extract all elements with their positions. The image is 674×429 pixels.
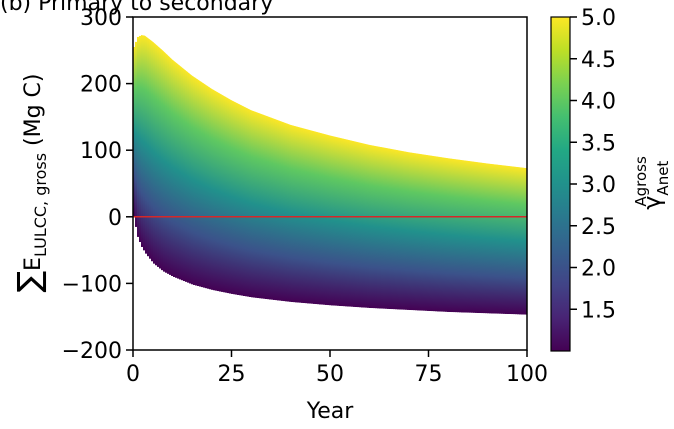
x-tick-label: 75 (415, 362, 443, 387)
x-tick-label: 25 (218, 362, 246, 387)
colorbar-ticks: 1.5 2.0 2.5 3.0 3.5 4.0 4.5 5.0 (570, 6, 616, 323)
summation-symbol: ∑ (10, 271, 48, 293)
y-tick-label: 100 (80, 139, 122, 164)
y-tick-label: −100 (62, 272, 122, 297)
x-tick-label: 50 (316, 362, 344, 387)
emissions-band (133, 35, 527, 315)
chart-title: (b) Primary to secondary (0, 0, 273, 16)
y-axis-ticks: −200 −100 0 100 200 300 (62, 6, 133, 364)
colorbar (550, 16, 571, 352)
colorbar-label: γAnetAgross (632, 156, 672, 210)
colorbar-tick-label: 3.0 (581, 173, 616, 198)
colorbar-tick-label: 1.5 (581, 298, 616, 323)
colorbar-tick-label: 5.0 (581, 6, 616, 31)
colorbar-tick-label: 4.0 (581, 90, 616, 115)
colorbar-tick-label: 2.5 (581, 215, 616, 240)
colorbar-tick-label: 3.5 (581, 131, 616, 156)
y-tick-label: 300 (80, 6, 122, 31)
y-tick-label: 200 (80, 73, 122, 98)
x-tick-label: 100 (506, 362, 548, 387)
colorbar-tick-label: 4.5 (581, 48, 616, 73)
y-tick-label: 0 (108, 206, 122, 231)
y-tick-label: −200 (62, 339, 122, 364)
x-tick-label: 0 (126, 362, 140, 387)
band-fill (133, 35, 527, 315)
colorbar-tick-label: 2.0 (581, 257, 616, 282)
y-axis-label: ∑ELULCC, gross (Mg C) (10, 73, 50, 292)
x-axis-label: Year (306, 399, 355, 424)
x-axis-ticks: 0 25 50 75 100 (126, 350, 548, 387)
